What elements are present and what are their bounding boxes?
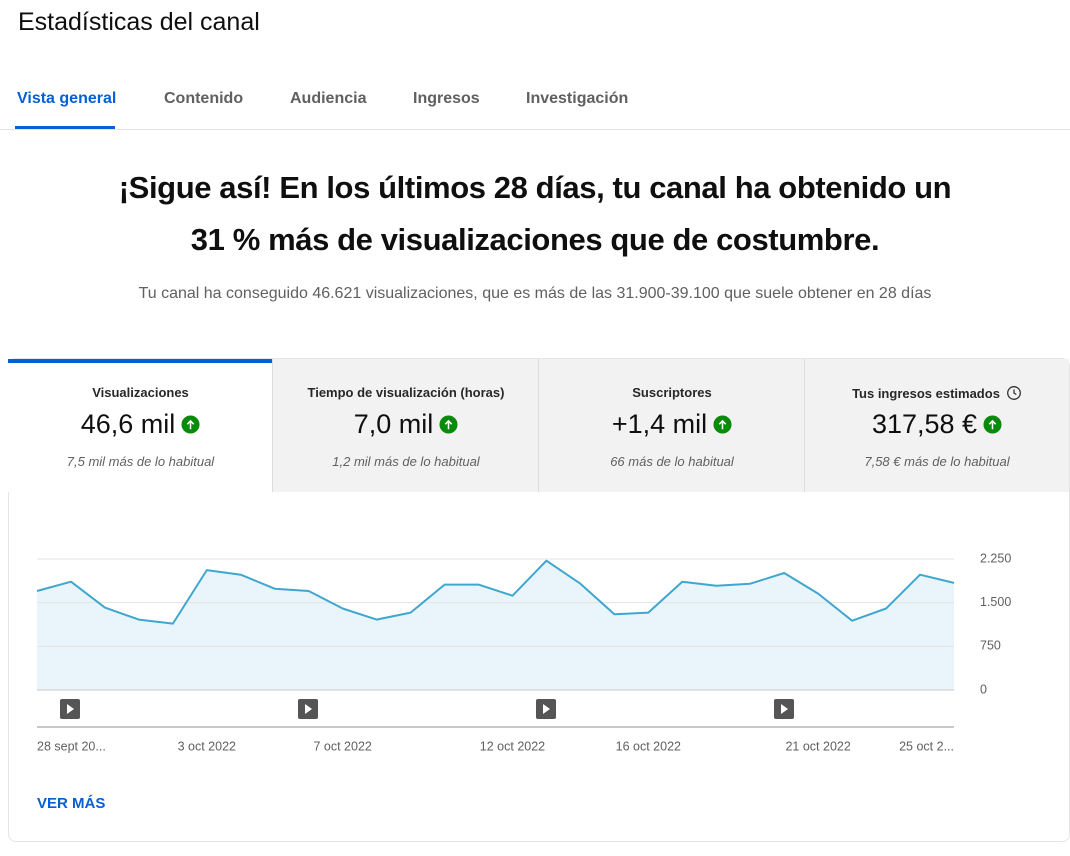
tab[interactable]: Contenido <box>164 90 244 107</box>
metric-card[interactable]: Suscriptores +1,4 mil 66 más de lo habit… <box>539 359 805 492</box>
metric-label-text: Visualizaciones <box>92 385 189 400</box>
page-title: Estadísticas del canal <box>18 8 260 36</box>
headline: 31 % más de visualizaciones que de costu… <box>190 222 880 257</box>
y-tick-label: 2.250 <box>980 551 1011 565</box>
metric-card[interactable]: Tiempo de visualización (horas) 7,0 mil … <box>273 359 539 492</box>
metric-label: Tiempo de visualización (horas) <box>273 385 539 400</box>
x-tick-label: 28 sept 20... <box>37 739 106 753</box>
metric-value: 7,0 mil <box>273 409 539 440</box>
area <box>37 560 954 690</box>
up-icon <box>439 415 458 434</box>
x-tick-label: 3 oct 2022 <box>178 739 236 753</box>
divider <box>272 359 273 492</box>
x-tick-label: 12 oct 2022 <box>480 739 545 753</box>
x-tick-label: 25 oct 2... <box>899 739 954 753</box>
video-marker-icon <box>543 704 550 714</box>
y-tick-label: 1.500 <box>980 595 1011 609</box>
tab[interactable]: Investigación <box>526 90 629 107</box>
metric-card[interactable]: Visualizaciones 46,6 mil 7,5 mil más de … <box>8 359 273 492</box>
metric-value-text: +1,4 mil <box>611 409 708 439</box>
video-marker-icon <box>305 704 312 714</box>
up-icon <box>983 415 1002 434</box>
metric-note: 7,5 mil más de lo habitual <box>66 454 215 469</box>
up-icon <box>181 415 200 434</box>
video-marker-icon <box>67 704 74 714</box>
metric-value-text: 46,6 mil <box>80 409 176 439</box>
divider <box>804 359 805 492</box>
metric-label-text: Tus ingresos estimados <box>852 386 1000 401</box>
metric-value: 46,6 mil <box>8 409 273 440</box>
divider <box>0 129 1070 130</box>
headline: ¡Sigue así! En los últimos 28 días, tu c… <box>118 170 952 205</box>
y-tick-label: 0 <box>980 682 987 696</box>
metric-label: Visualizaciones <box>8 385 273 400</box>
metric-note: 7,58 € más de lo habitual <box>864 454 1010 469</box>
video-marker-icon <box>781 704 788 714</box>
y-tick-label: 750 <box>980 639 1001 653</box>
tab[interactable]: Ingresos <box>413 90 480 107</box>
see-more-link[interactable]: VER MÁS <box>37 795 106 812</box>
headline-subtitle: Tu canal ha conseguido 46.621 visualizac… <box>138 285 932 302</box>
up-icon <box>713 415 732 434</box>
line <box>36 559 955 625</box>
metric-note: 66 más de lo habitual <box>610 454 734 469</box>
metric-value: 317,58 € <box>805 409 1069 440</box>
metric-value: +1,4 mil <box>539 409 805 440</box>
metric-label-text: Suscriptores <box>632 385 712 400</box>
metric-label: Suscriptores <box>539 385 805 400</box>
tab-indicator <box>15 126 115 129</box>
divider <box>538 359 539 492</box>
info-icon[interactable] <box>1006 385 1022 401</box>
x-tick-label: 16 oct 2022 <box>616 739 681 753</box>
metric-card[interactable]: Tus ingresos estimados 317,58 € 7,58 € m… <box>805 359 1069 492</box>
metric-label-text: Tiempo de visualización (horas) <box>307 385 505 400</box>
metric-value-text: 317,58 € <box>871 409 978 439</box>
tab[interactable]: Audiencia <box>290 90 367 107</box>
x-tick-label: 21 oct 2022 <box>785 739 850 753</box>
x-tick-label: 7 oct 2022 <box>313 739 371 753</box>
metric-label: Tus ingresos estimados <box>805 385 1069 401</box>
tab[interactable]: Vista general <box>17 90 117 107</box>
metric-value-text: 7,0 mil <box>353 409 434 439</box>
metric-note: 1,2 mil más de lo habitual <box>332 454 480 469</box>
